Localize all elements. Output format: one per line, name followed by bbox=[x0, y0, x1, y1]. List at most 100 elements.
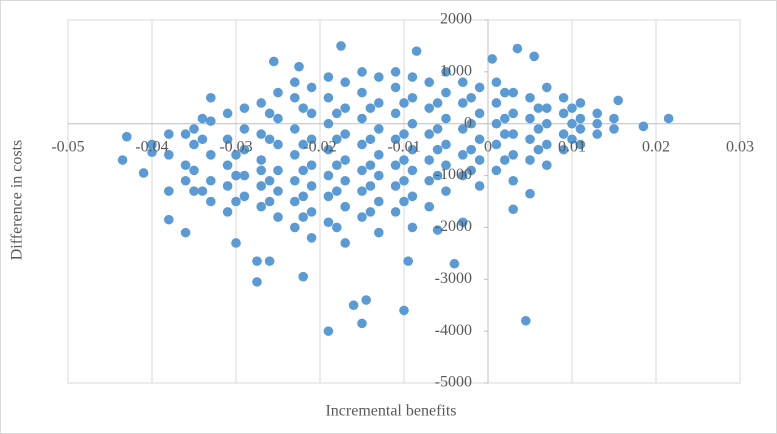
point bbox=[138, 168, 149, 178]
point bbox=[407, 222, 418, 233]
point bbox=[407, 191, 418, 202]
x-tick-label: 0 bbox=[484, 138, 492, 155]
point bbox=[180, 160, 191, 170]
point bbox=[264, 175, 275, 186]
point bbox=[290, 150, 300, 160]
point bbox=[558, 92, 569, 103]
point bbox=[231, 238, 241, 248]
point bbox=[432, 124, 443, 134]
point bbox=[323, 72, 334, 82]
point bbox=[390, 160, 401, 170]
point bbox=[399, 155, 409, 165]
point bbox=[269, 56, 279, 67]
point bbox=[357, 113, 367, 124]
point bbox=[542, 118, 552, 129]
point bbox=[403, 256, 414, 266]
point bbox=[189, 165, 199, 176]
point bbox=[323, 118, 334, 129]
point bbox=[273, 212, 283, 222]
point bbox=[458, 77, 468, 88]
point bbox=[298, 212, 309, 222]
point bbox=[458, 170, 468, 181]
point bbox=[256, 129, 267, 139]
point bbox=[340, 238, 351, 248]
point bbox=[458, 150, 468, 160]
point bbox=[432, 170, 443, 181]
point bbox=[252, 277, 262, 287]
point bbox=[374, 150, 384, 160]
point bbox=[441, 87, 451, 98]
point bbox=[298, 165, 309, 176]
point bbox=[458, 217, 468, 228]
point bbox=[340, 175, 351, 186]
point bbox=[332, 222, 342, 233]
y-tick-label: 1000 bbox=[440, 63, 472, 80]
point bbox=[466, 118, 477, 129]
point bbox=[525, 134, 535, 145]
point bbox=[390, 181, 401, 191]
point bbox=[390, 134, 401, 145]
point bbox=[256, 165, 267, 176]
point bbox=[164, 129, 174, 139]
y-tick-label: -4000 bbox=[435, 322, 472, 339]
point bbox=[407, 165, 418, 176]
point bbox=[567, 134, 577, 145]
point bbox=[290, 222, 300, 233]
point bbox=[399, 305, 409, 316]
point bbox=[474, 82, 485, 93]
point bbox=[147, 139, 157, 150]
point bbox=[542, 82, 552, 93]
point bbox=[222, 207, 233, 217]
point bbox=[298, 271, 309, 282]
point bbox=[424, 103, 435, 113]
y-tick-label: 0 bbox=[464, 114, 472, 131]
point bbox=[323, 326, 334, 336]
x-tick-label: -0.01 bbox=[387, 138, 420, 155]
point bbox=[407, 72, 418, 82]
x-axis-title: Incremental benefits bbox=[325, 403, 456, 420]
point bbox=[374, 170, 384, 181]
point bbox=[206, 175, 216, 186]
point bbox=[558, 129, 569, 139]
point bbox=[348, 300, 359, 311]
point bbox=[609, 113, 619, 124]
point bbox=[365, 103, 376, 113]
point bbox=[575, 98, 586, 108]
point bbox=[298, 139, 309, 150]
point bbox=[231, 170, 241, 181]
point bbox=[189, 139, 199, 150]
point bbox=[306, 233, 317, 243]
point bbox=[474, 108, 485, 119]
point bbox=[357, 318, 367, 329]
point bbox=[466, 144, 477, 155]
point bbox=[294, 61, 304, 72]
point bbox=[558, 144, 569, 155]
point bbox=[332, 186, 342, 196]
point bbox=[399, 175, 409, 186]
x-tick-label: -0.03 bbox=[219, 138, 252, 155]
point bbox=[323, 217, 334, 228]
point bbox=[407, 118, 418, 129]
point bbox=[399, 129, 409, 139]
x-tick-label: 0.01 bbox=[558, 138, 586, 155]
point bbox=[189, 186, 199, 196]
y-tick-label: 2000 bbox=[440, 11, 472, 28]
point bbox=[508, 129, 518, 139]
point bbox=[164, 214, 174, 225]
y-tick-label: -5000 bbox=[435, 374, 472, 391]
point bbox=[390, 82, 401, 93]
point bbox=[407, 92, 418, 103]
x-tick-label: -0.02 bbox=[303, 138, 336, 155]
point bbox=[239, 170, 250, 181]
point bbox=[491, 77, 502, 88]
point bbox=[340, 155, 351, 165]
point bbox=[663, 113, 674, 124]
point bbox=[424, 201, 435, 212]
point bbox=[357, 212, 367, 222]
point bbox=[273, 113, 283, 124]
point bbox=[357, 165, 367, 176]
point bbox=[508, 150, 518, 160]
point bbox=[323, 170, 334, 181]
point bbox=[252, 256, 262, 266]
point bbox=[508, 175, 518, 186]
